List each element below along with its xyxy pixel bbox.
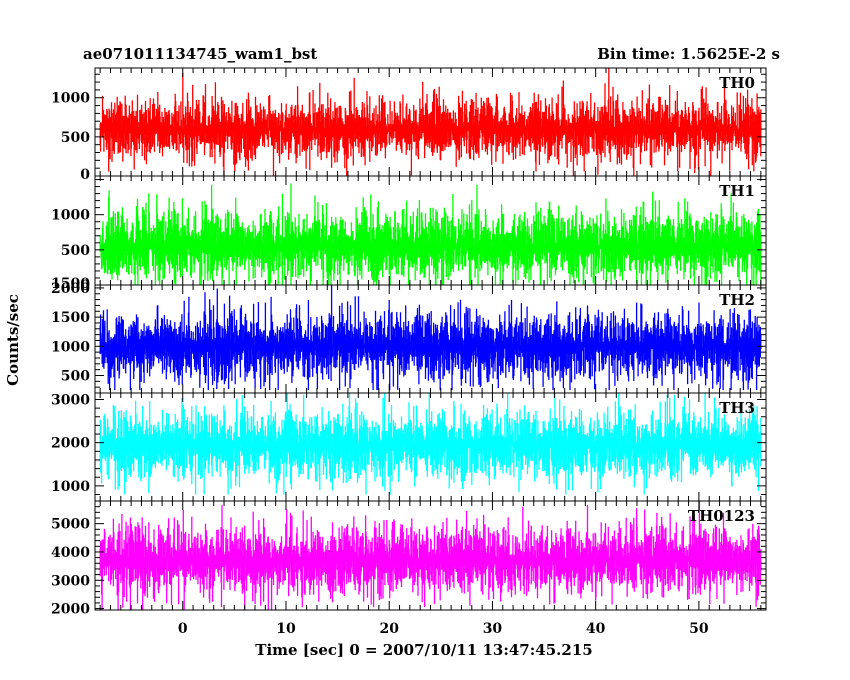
x-tick-label: 0 (178, 621, 188, 637)
panel-label-th2: TH2 (719, 291, 755, 309)
panels-group: 50010000TH0050010001500TH150010001500200… (51, 67, 767, 637)
y-tick-label: 1500 (51, 310, 90, 326)
panel-label-th3: TH3 (719, 399, 755, 417)
y-tick-label: 2000 (51, 281, 90, 297)
y-tick-label: 2000 (51, 436, 90, 452)
y-tick-label: 3000 (51, 573, 90, 589)
series-th2 (99, 285, 762, 391)
y-tick-label: 0 (80, 278, 90, 294)
y-tick-label: 3000 (51, 392, 90, 408)
series-th1 (99, 183, 762, 285)
y-tick-label-edge: 0 (80, 167, 90, 183)
y-tick-label: 2000 (51, 602, 90, 618)
bin-time-title: Bin time: 1.5625E-2 s (597, 45, 780, 63)
x-axis-label: Time [sec] 0 = 2007/10/11 13:47:45.215 (255, 641, 592, 659)
x-tick-label: 40 (586, 621, 606, 637)
series-th0 (99, 68, 762, 176)
y-tick-label: 500 (61, 130, 90, 146)
panel-label-th1: TH1 (719, 182, 755, 200)
y-tick-label: 4000 (51, 545, 90, 561)
x-tick-label: 20 (379, 621, 399, 637)
y-tick-label: 1000 (51, 339, 90, 355)
y-tick-label: 500 (61, 368, 90, 384)
left-title: ae071011134745_wam1_bst (83, 45, 317, 63)
y-tick-label: 1000 (51, 91, 90, 107)
y-tick-label: 500 (61, 243, 90, 259)
panel-label-th0: TH0 (719, 74, 755, 92)
panel-label-th0123: TH0123 (688, 507, 755, 525)
series-th3 (99, 393, 762, 495)
y-tick-label: 1000 (51, 479, 90, 495)
y-tick-label: 1000 (51, 208, 90, 224)
y-tick-label: 5000 (51, 517, 90, 533)
y-axis-label: Counts/sec (4, 294, 22, 386)
x-tick-label: 10 (276, 621, 296, 637)
x-tick-label: 50 (689, 621, 709, 637)
x-tick-label: 30 (483, 621, 503, 637)
y-tick-label-edge: 1500 (51, 276, 90, 292)
series-th0123 (99, 501, 762, 610)
